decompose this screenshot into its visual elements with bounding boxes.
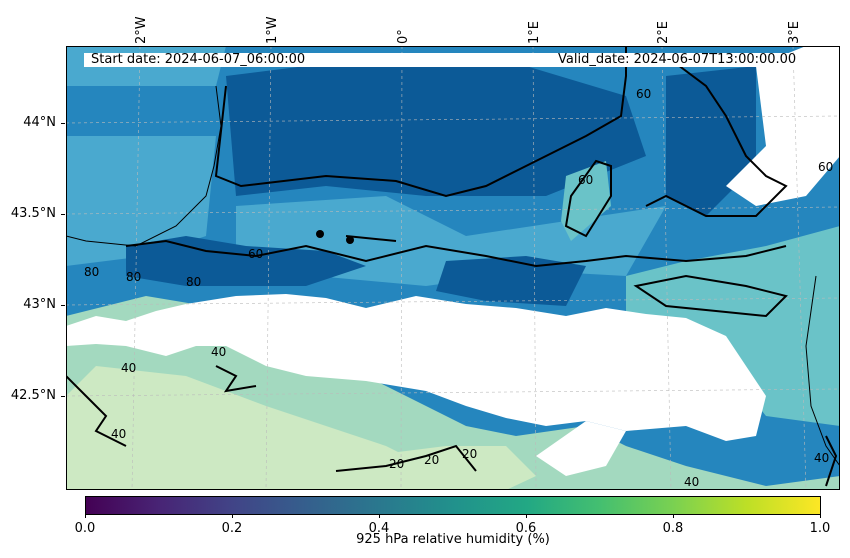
colorbar-tick [820,514,821,518]
contour-label: 40 [684,475,699,489]
humidity-fill-light [66,136,216,266]
coastline [805,275,840,467]
humidity-map: 60 60 60 80 80 80 60 40 40 40 20 20 20 4… [66,46,840,490]
colorbar-tick-label: 0.0 [74,521,96,536]
colorbar-tick [673,514,674,518]
lat-tick [61,214,65,215]
lon-label-2w: 2°W [134,16,149,44]
colorbar-tick-label: 0.6 [515,521,537,536]
colorbar [85,496,821,515]
contour-label: 20 [424,453,439,467]
humidity-fill-dark [436,256,586,306]
header-background [84,53,818,67]
lat-label-43n: 43°N [23,297,56,312]
lon-label-1e: 1°E [527,21,542,44]
contour-label: 60 [636,87,651,101]
lon-label-0: 0° [396,29,411,44]
colorbar-gradient [85,496,821,515]
start-date-label: Start date: 2024-06-07_06:00:00 [91,52,306,67]
colorbar-tick [379,514,380,518]
contour-label: 40 [111,427,126,441]
lat-label-44n: 44°N [23,115,56,130]
lon-label-3e: 3°E [787,21,802,44]
colorbar-tick [526,514,527,518]
lat-tick [61,123,65,124]
humidity-fill-pale-green [366,446,536,490]
colorbar-tick-label: 0.2 [221,521,243,536]
lat-tick [61,396,65,397]
contour-label: 40 [814,451,829,465]
humidity-fill-teal [561,161,611,241]
contour-dot [316,230,324,238]
contour-dot [346,236,354,244]
lat-label-43-5n: 43.5°N [10,206,56,221]
contour-label: 40 [121,361,136,375]
contour-label: 20 [389,457,404,471]
colorbar-tick-label: 0.4 [368,521,390,536]
valid-date-label: Valid_date: 2024-06-07T13:00:00.00 [558,52,797,67]
contour-label: 60 [818,160,833,174]
lon-label-2e: 2°E [656,21,671,44]
colorbar-tick [85,514,86,518]
contour-label: 80 [186,275,201,289]
lon-label-1w: 1°W [265,16,280,44]
colorbar-label: 925 hPa relative humidity (%) [356,532,550,547]
humidity-fill-teal [626,226,840,426]
contour-label: 80 [126,270,141,284]
humidity-fill-none [536,421,626,476]
contour-label: 80 [84,265,99,279]
humidity-fill-dark [226,56,646,196]
lat-label-42-5n: 42.5°N [10,388,56,403]
contour-label: 20 [462,447,477,461]
colorbar-tick-label: 1.0 [809,521,831,536]
map-frame [66,46,840,490]
humidity-fill-none [726,46,840,206]
contour-label: 60 [248,247,263,261]
lat-tick [61,305,65,306]
humidity-fill-none [66,294,766,441]
contour-label: 60 [578,173,593,187]
colorbar-tick-label: 0.8 [662,521,684,536]
colorbar-tick [232,514,233,518]
humidity-fill-dark [126,236,366,286]
humidity-fill-pale-green [66,366,426,490]
contour-label: 40 [211,345,226,359]
